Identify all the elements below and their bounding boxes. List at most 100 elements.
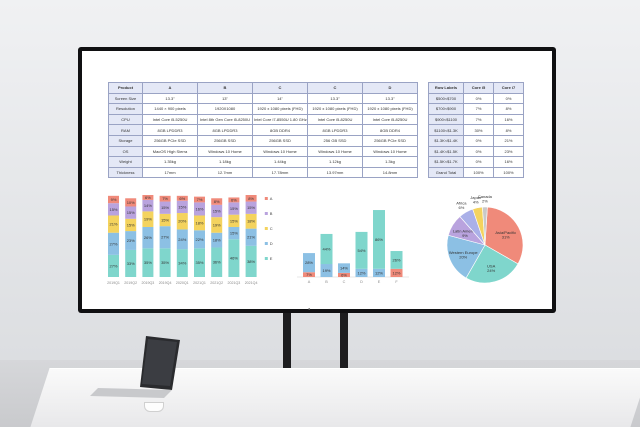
data-label: 14% xyxy=(144,203,152,208)
table-row: $700<$900 7% 8% xyxy=(428,103,524,115)
x-tick-label: 2019Q3 xyxy=(142,281,155,285)
table-cell: 1.35kg xyxy=(142,156,198,168)
table-cell: 1920 x 1080 pixels (FHD) xyxy=(307,103,363,115)
table-cell: 16% xyxy=(493,156,524,168)
table-row: Thickness 17mm 12.7mm 17.78mm 13.97mm 14.8mm xyxy=(108,166,418,179)
bar xyxy=(303,272,315,277)
slice-label: Western Europe xyxy=(449,250,479,255)
table-cell: Windows 10 Home xyxy=(197,145,253,158)
table-header-cell: B xyxy=(197,82,253,94)
table-row: $1.5K<$1.7K 0% 16% xyxy=(428,156,524,168)
bar-segment xyxy=(245,245,257,277)
data-label: 35% xyxy=(195,260,203,265)
data-label: 6% xyxy=(145,195,151,200)
table-cell: 7% xyxy=(463,113,494,126)
legend-swatch xyxy=(264,257,268,260)
data-label: 6% xyxy=(341,272,347,277)
display-monitor: Product A B C C D Screen Size 13.3" 13" 14" 13.3" 1… xyxy=(78,47,556,313)
bar-segment xyxy=(245,228,257,246)
slice-value: 9% xyxy=(462,233,468,238)
bar-segment xyxy=(142,199,154,212)
slice-value: 24% xyxy=(487,268,495,273)
table-cell: 8GB DDR4 xyxy=(252,124,308,136)
data-label: 44% xyxy=(322,246,330,251)
legend-label: B xyxy=(270,211,273,216)
data-label: 16% xyxy=(195,206,203,211)
bar-segment xyxy=(108,254,119,277)
table-cell: $1.3K<$1.4K xyxy=(428,134,464,147)
bar-segment xyxy=(228,197,240,203)
data-label: 15% xyxy=(109,207,117,212)
table-cell: 1920 x 1080 pixels (FHD) xyxy=(252,103,308,115)
table-cell: 1440 × 900 pixels xyxy=(142,103,198,115)
bar-segment xyxy=(176,200,188,214)
table-header-row: Product A B C C D xyxy=(108,82,418,94)
data-label: 15% xyxy=(161,218,169,223)
slice-value: 6% xyxy=(459,205,465,210)
table-row: CPU Intel Core i5-5250U Intel 8th Gen Core… xyxy=(108,113,418,126)
data-label: 19% xyxy=(213,222,221,227)
stacked-bar-chart: 27% 27% 21% 15% 9% 2019Q1 33% 23% 15% 15% 10% 2019Q… xyxy=(107,195,273,285)
data-label: 12% xyxy=(375,270,383,275)
bar-segment xyxy=(211,204,223,218)
data-label: 18% xyxy=(195,220,203,225)
slice-label: Africa xyxy=(456,200,467,205)
table-cell: MacOS High Sierra xyxy=(142,145,198,158)
data-label: 7% xyxy=(197,197,203,202)
bar-segment xyxy=(211,247,223,277)
table-cell: 8GB LPDDR3 xyxy=(197,124,253,136)
bar-segment xyxy=(228,214,240,227)
slice-label: USA xyxy=(487,264,496,269)
table-cell: 1.12kg xyxy=(307,156,363,168)
data-label: 86% xyxy=(375,237,383,242)
table-header-cell: Core i7 xyxy=(493,82,524,94)
table-cell: 8GB LPDDR3 xyxy=(307,124,363,136)
spec-table: Product A B C C D Screen Size 13.3" 13" 14" 13.3" 1… xyxy=(108,82,418,179)
table-cell: 1920 x 1080 pixels (FHD) xyxy=(362,103,418,115)
data-label: 12% xyxy=(392,270,400,275)
bar xyxy=(338,272,350,277)
table-cell: Intel Core i5-8250U xyxy=(307,113,363,126)
x-tick-label: F xyxy=(395,280,398,284)
bar-segment xyxy=(176,249,188,277)
data-label: 15% xyxy=(127,210,135,215)
table-cell: $1.4K<$1.5K xyxy=(428,145,464,158)
bar-segment xyxy=(245,213,257,229)
data-label: 15% xyxy=(161,205,169,210)
bar-segment xyxy=(125,218,137,232)
table-row: Screen Size 13.3" 13" 14" 13.3" 13.3" xyxy=(108,92,418,105)
table-cell: 100% xyxy=(463,166,494,179)
bar xyxy=(320,264,333,277)
data-label: 8% xyxy=(214,199,220,204)
table-cell: $900<$1100 xyxy=(428,113,464,126)
data-label: 14% xyxy=(340,266,348,271)
table-cell: 1.44kg xyxy=(252,156,308,168)
table-cell: 8GB LPDDR3 xyxy=(142,124,198,136)
table-cell: 13.3" xyxy=(142,92,198,105)
table-cell: CPU xyxy=(108,113,143,126)
table-cell: 17.78mm xyxy=(252,166,308,179)
data-label: 27% xyxy=(161,235,169,240)
table-header-row: Row Labels Core i5 Core i7 xyxy=(428,82,524,94)
x-tick-label: 2019Q1 xyxy=(107,281,120,285)
data-label: 38% xyxy=(247,259,255,264)
table-cell: 8% xyxy=(493,103,524,115)
table-cell: 100% xyxy=(493,166,524,179)
data-label: 28% xyxy=(305,260,313,265)
x-tick-label: E xyxy=(378,280,381,284)
slice-label: Japan xyxy=(470,195,481,200)
table-header-cell: Product xyxy=(108,82,143,94)
table-cell: $500<$700 xyxy=(428,92,464,105)
bar-segment xyxy=(159,226,171,249)
data-label: 34% xyxy=(178,261,186,266)
monitor-brand-logo: ● xyxy=(308,306,311,311)
bar xyxy=(373,210,385,269)
data-label: 15% xyxy=(230,206,238,211)
data-label: 15% xyxy=(213,208,221,213)
data-label: 22% xyxy=(195,237,203,242)
stand-pole-left xyxy=(283,310,291,372)
data-label: 15% xyxy=(230,231,238,236)
table-header-cell: C xyxy=(252,82,308,94)
bar-segment xyxy=(142,195,154,200)
bar xyxy=(390,251,403,269)
